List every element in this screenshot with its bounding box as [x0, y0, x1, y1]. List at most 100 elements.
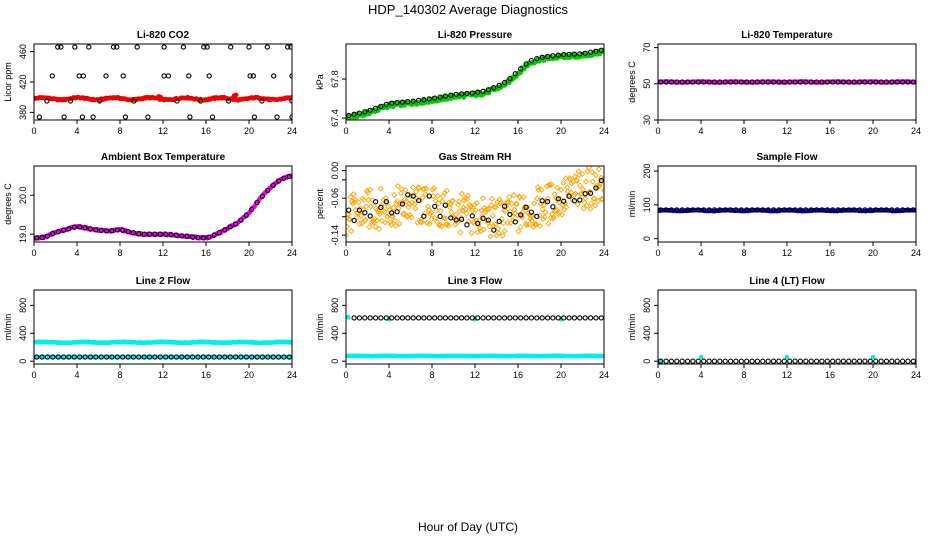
data-point [469, 213, 475, 219]
data-point [249, 206, 255, 213]
data-points [346, 314, 604, 359]
data-point [130, 230, 137, 236]
data-point [346, 112, 352, 119]
data-point [813, 207, 820, 213]
data-point [249, 354, 255, 360]
plot-frame [33, 289, 293, 365]
data-point [711, 79, 718, 85]
data-point [582, 50, 588, 56]
data-point [592, 171, 599, 179]
data-point [727, 358, 734, 364]
data-point [419, 194, 426, 201]
data-point [421, 210, 429, 217]
data-point [706, 79, 712, 85]
data-point [103, 228, 110, 234]
data-point [480, 226, 487, 233]
data-point [781, 79, 787, 85]
data-point [862, 79, 868, 85]
data-point [518, 315, 524, 321]
data-point [403, 198, 410, 205]
data-point [362, 315, 368, 321]
data-point [367, 315, 373, 321]
data-point [61, 114, 67, 120]
data-point [601, 187, 604, 194]
data-point [422, 191, 429, 198]
data-point [437, 208, 444, 215]
plot-frame [657, 289, 917, 365]
data-point [452, 211, 459, 218]
data-point [399, 201, 406, 207]
x-tick-label: 16 [201, 126, 211, 136]
data-point [72, 44, 78, 50]
data-point [98, 354, 104, 360]
data-point [856, 207, 863, 213]
data-point [754, 358, 761, 364]
y-tick-label: -0.14 [330, 225, 340, 246]
data-point [668, 207, 675, 213]
data-point [550, 214, 557, 221]
data-point [501, 228, 508, 235]
data-point [489, 212, 496, 219]
x-tick-label: 24 [911, 126, 921, 136]
data-point [120, 73, 126, 79]
panel-line2-flow: Line 2 Flow ml/min 0 4 8 12 16 20 24 0 400 800 [3, 276, 297, 380]
y-tick-label: 0.00 [330, 162, 340, 180]
data-point [846, 79, 852, 85]
data-point [414, 219, 421, 226]
data-point [410, 98, 416, 104]
data-point [480, 88, 486, 94]
data-point [469, 315, 475, 321]
data-point [189, 354, 196, 360]
data-points [658, 79, 921, 85]
data-point [195, 234, 201, 241]
data-point [409, 184, 417, 191]
data-point [179, 233, 185, 239]
data-point [550, 53, 556, 59]
data-point [568, 180, 575, 187]
data-point [674, 79, 680, 85]
data-point [803, 358, 809, 364]
x-tick-label: 12 [782, 126, 792, 136]
x-tick-label: 16 [825, 126, 835, 136]
data-points [34, 44, 292, 120]
data-point [500, 207, 508, 214]
data-point [803, 207, 809, 213]
data-point [415, 315, 422, 321]
data-point [917, 80, 921, 84]
data-point [227, 224, 233, 230]
data-point [684, 207, 691, 213]
data-point [525, 221, 532, 228]
data-point [787, 207, 793, 213]
data-point [470, 218, 477, 225]
data-point [491, 203, 498, 211]
data-point [259, 354, 266, 360]
data-point [247, 73, 253, 79]
data-point [501, 79, 508, 86]
data-point [889, 358, 895, 364]
data-point [515, 228, 522, 235]
x-tick-label: 8 [741, 126, 746, 136]
data-point [738, 207, 744, 213]
data-point [120, 354, 126, 360]
data-points [658, 207, 916, 214]
data-point [270, 354, 276, 360]
data-point [595, 166, 602, 173]
data-point [146, 231, 153, 237]
data-point [372, 315, 379, 321]
data-point [432, 203, 438, 210]
x-tick-label: 20 [868, 248, 878, 258]
x-tick-label: 24 [911, 370, 921, 380]
plot-frame [33, 165, 293, 243]
data-point [574, 201, 581, 208]
data-point [573, 177, 581, 184]
data-point [819, 207, 825, 213]
data-point [410, 315, 416, 321]
data-point [464, 192, 471, 199]
data-point [71, 354, 77, 360]
data-point [394, 100, 400, 106]
data-point [362, 109, 368, 115]
x-tick-label: 24 [599, 126, 609, 136]
data-point [554, 184, 561, 191]
data-point [209, 114, 216, 120]
data-point [421, 97, 427, 103]
